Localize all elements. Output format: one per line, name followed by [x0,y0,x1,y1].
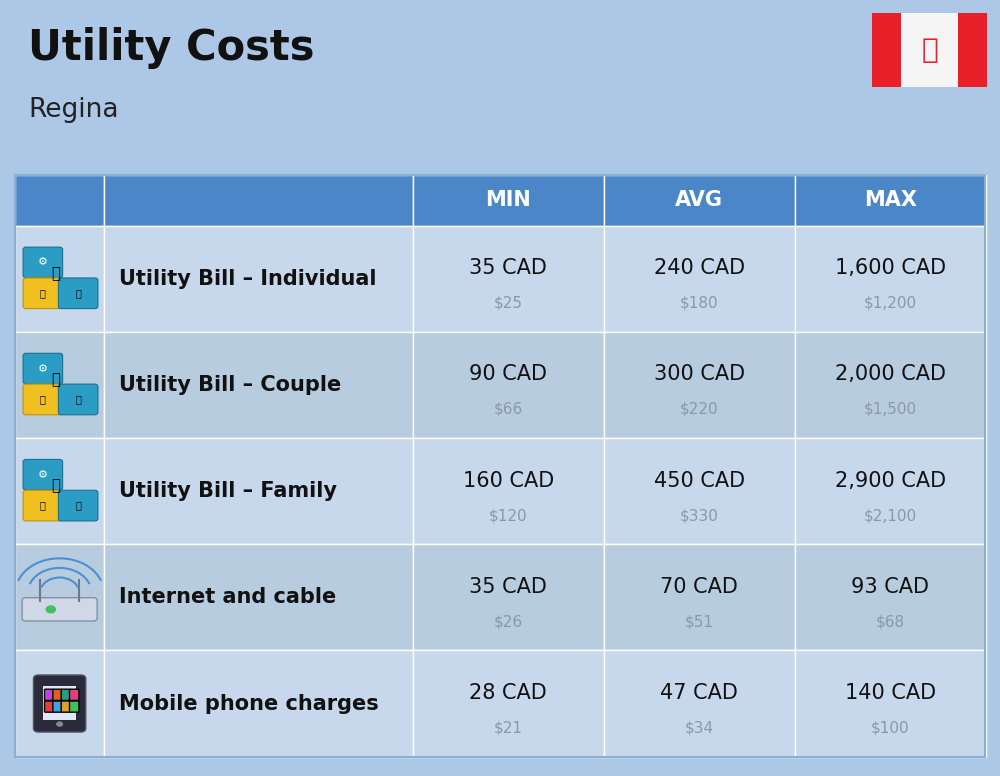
Bar [15,226,104,332]
FancyBboxPatch shape [23,278,63,309]
Text: 160 CAD: 160 CAD [463,470,554,490]
FancyBboxPatch shape [58,278,98,309]
Bar [795,175,986,226]
FancyBboxPatch shape [23,490,63,521]
Text: Internet and cable: Internet and cable [119,587,336,608]
Text: 🍁: 🍁 [921,36,938,64]
Text: $66: $66 [494,402,523,417]
Text: 28 CAD: 28 CAD [469,683,547,703]
Text: $180: $180 [680,296,719,311]
Bar [15,175,104,226]
FancyBboxPatch shape [23,459,63,490]
Bar [15,332,104,438]
Bar [15,650,104,757]
Text: 47 CAD: 47 CAD [660,683,738,703]
Text: $330: $330 [680,508,719,523]
FancyBboxPatch shape [61,701,71,712]
FancyBboxPatch shape [44,689,54,701]
Text: $25: $25 [494,296,523,311]
Text: 70 CAD: 70 CAD [660,577,738,597]
Text: Regina: Regina [28,97,119,123]
Text: 2,900 CAD: 2,900 CAD [835,470,946,490]
Text: ⚙: ⚙ [38,364,48,373]
Text: 🚰: 🚰 [75,501,81,511]
Text: 35 CAD: 35 CAD [469,258,547,279]
Text: 🔌: 🔌 [40,394,46,404]
Text: 🧍: 🧍 [51,266,60,281]
FancyBboxPatch shape [70,689,79,701]
Bar [104,175,413,226]
Text: 🧍: 🧍 [51,478,60,494]
Text: Utility Costs: Utility Costs [28,27,314,69]
Text: 35 CAD: 35 CAD [469,577,547,597]
Text: MAX: MAX [864,190,917,210]
Text: Utility Bill – Individual: Utility Bill – Individual [119,269,377,289]
Text: $51: $51 [685,615,714,629]
FancyBboxPatch shape [53,689,62,701]
Text: 450 CAD: 450 CAD [654,470,745,490]
Text: 🚰: 🚰 [75,394,81,404]
Text: 90 CAD: 90 CAD [469,365,547,384]
Text: ⚙: ⚙ [38,258,48,268]
Text: $68: $68 [876,615,905,629]
Bar [413,175,604,226]
FancyBboxPatch shape [58,384,98,415]
Bar [604,175,795,226]
Text: AVG: AVG [675,190,723,210]
Text: $100: $100 [871,720,910,736]
FancyBboxPatch shape [61,689,71,701]
Bar [15,438,104,544]
Text: $2,100: $2,100 [864,508,917,523]
FancyBboxPatch shape [70,701,79,712]
Text: MIN: MIN [485,190,531,210]
Text: 240 CAD: 240 CAD [654,258,745,279]
Text: Utility Bill – Family: Utility Bill – Family [119,481,337,501]
Bar [15,544,104,650]
Text: $220: $220 [680,402,719,417]
Text: Utility Bill – Couple: Utility Bill – Couple [119,375,341,395]
Text: Mobile phone charges: Mobile phone charges [119,694,379,713]
FancyBboxPatch shape [44,701,54,712]
Text: $21: $21 [494,720,523,736]
Text: 93 CAD: 93 CAD [851,577,929,597]
Circle shape [56,722,63,727]
Bar [43,686,76,720]
Text: 🧍: 🧍 [51,372,60,387]
Text: $120: $120 [489,508,528,523]
Text: ⚙: ⚙ [38,469,48,480]
FancyBboxPatch shape [58,490,98,521]
Text: $1,500: $1,500 [864,402,917,417]
Text: $1,200: $1,200 [864,296,917,311]
Text: 300 CAD: 300 CAD [654,365,745,384]
FancyBboxPatch shape [872,13,987,87]
Text: 🔌: 🔌 [40,288,46,298]
Circle shape [45,605,56,614]
Bar [958,13,987,87]
FancyBboxPatch shape [23,353,63,384]
FancyBboxPatch shape [22,598,97,621]
Text: $26: $26 [494,615,523,629]
Text: 🚰: 🚰 [75,288,81,298]
FancyBboxPatch shape [33,675,86,732]
Text: 140 CAD: 140 CAD [845,683,936,703]
FancyBboxPatch shape [23,247,63,278]
FancyBboxPatch shape [53,701,62,712]
Text: 2,000 CAD: 2,000 CAD [835,365,946,384]
FancyBboxPatch shape [23,384,63,415]
Bar [872,13,901,87]
Text: $34: $34 [685,720,714,736]
Text: 🔌: 🔌 [40,501,46,511]
Text: 1,600 CAD: 1,600 CAD [835,258,946,279]
